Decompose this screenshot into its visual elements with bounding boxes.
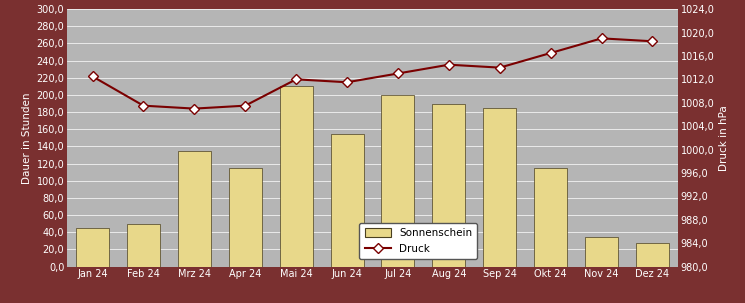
Bar: [534, 168, 567, 267]
Bar: [178, 151, 211, 267]
Legend: Sonnenschein, Druck: Sonnenschein, Druck: [359, 223, 478, 259]
Bar: [76, 228, 109, 267]
Bar: [484, 108, 516, 267]
Bar: [381, 95, 414, 267]
Y-axis label: Druck in hPa: Druck in hPa: [719, 105, 729, 171]
Y-axis label: Dauer in Stunden: Dauer in Stunden: [22, 92, 32, 184]
Bar: [331, 134, 364, 267]
Bar: [432, 104, 466, 267]
Bar: [585, 237, 618, 267]
Bar: [127, 224, 160, 267]
Bar: [636, 244, 669, 267]
Bar: [279, 86, 313, 267]
Bar: [229, 168, 261, 267]
